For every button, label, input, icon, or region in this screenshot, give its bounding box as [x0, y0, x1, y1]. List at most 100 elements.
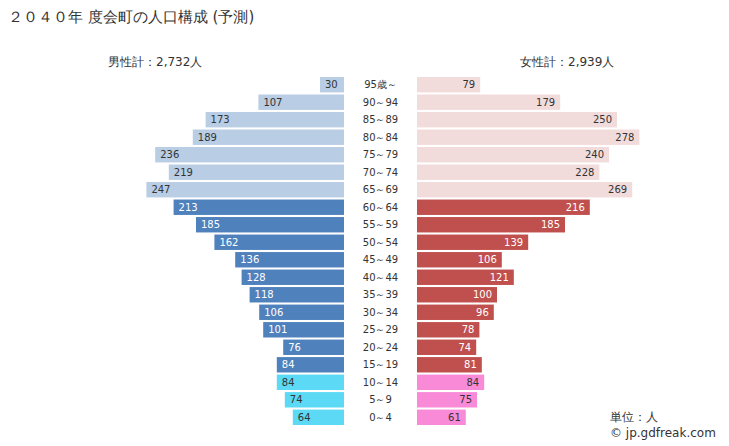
tick-label: 25～29 [363, 324, 398, 335]
data-label: 74 [458, 342, 471, 353]
data-label: 78 [462, 324, 475, 335]
data-label: 75 [459, 394, 472, 405]
bar [417, 305, 494, 320]
bar [146, 182, 344, 197]
bar [293, 410, 344, 425]
bar [417, 375, 484, 390]
bar [417, 130, 639, 145]
tick-label: 85～89 [363, 114, 398, 125]
data-label: 136 [240, 254, 259, 265]
tick-label: 90～94 [363, 97, 398, 108]
bar [285, 392, 344, 407]
tick-label: 60～64 [363, 202, 398, 213]
data-label: 173 [211, 114, 230, 125]
bar [417, 357, 482, 372]
bar [242, 270, 344, 285]
bar [417, 165, 599, 180]
bar [250, 287, 344, 302]
tick-label: 55～59 [363, 219, 398, 230]
bar [320, 77, 344, 92]
bar [263, 322, 344, 337]
data-label: 84 [282, 359, 295, 370]
bar [417, 95, 560, 110]
bar [214, 235, 344, 250]
data-label: 228 [575, 167, 594, 178]
data-label: 213 [179, 202, 198, 213]
data-label: 74 [290, 394, 303, 405]
data-label: 162 [219, 237, 238, 248]
bar [417, 392, 477, 407]
data-label: 76 [288, 342, 301, 353]
tick-label: 65～69 [363, 184, 398, 195]
data-label: 118 [255, 289, 274, 300]
bars [146, 77, 639, 425]
tick-label: 95歳～ [364, 79, 397, 90]
bar [155, 147, 344, 162]
title: ２０４０年 度会町の人口構成 (予測) [8, 8, 254, 26]
bar [417, 270, 514, 285]
bar [196, 217, 344, 232]
data-label: 139 [504, 237, 523, 248]
bar [417, 235, 528, 250]
data-label: 30 [325, 79, 338, 90]
data-label: 64 [298, 412, 311, 423]
data-label: 84 [282, 377, 295, 388]
data-label: 107 [263, 97, 282, 108]
data-label: 179 [536, 97, 555, 108]
data-label: 121 [490, 272, 509, 283]
tick-label: 35～39 [363, 289, 398, 300]
bar [277, 357, 344, 372]
data-label: 185 [541, 219, 560, 230]
tick-label: 15～19 [363, 359, 398, 370]
data-label: 100 [473, 289, 492, 300]
data-label: 216 [566, 202, 585, 213]
tick-label: 5～9 [369, 394, 392, 405]
tick-label: 30～34 [363, 307, 398, 318]
tick-label: 40～44 [363, 272, 398, 283]
data-label: 185 [201, 219, 220, 230]
data-label: 61 [448, 412, 461, 423]
data-labels: 3010717318923621924721318516213612811810… [151, 79, 634, 423]
tick-label: 20～24 [363, 342, 398, 353]
bar [417, 252, 502, 267]
bar [417, 112, 617, 127]
bar [417, 410, 466, 425]
data-label: 250 [593, 114, 612, 125]
bar [259, 305, 344, 320]
data-label: 128 [247, 272, 266, 283]
data-label: 106 [478, 254, 497, 265]
bar [193, 130, 344, 145]
bar [417, 287, 497, 302]
bar [417, 147, 609, 162]
bar [169, 165, 344, 180]
data-label: 84 [466, 377, 479, 388]
data-label: 189 [198, 132, 217, 143]
bar [417, 340, 476, 355]
tick-label: 45～49 [363, 254, 398, 265]
bar [417, 217, 565, 232]
bar [258, 95, 344, 110]
tick-label: 10～14 [363, 377, 398, 388]
data-label: 219 [174, 167, 193, 178]
bar [235, 252, 344, 267]
data-label: 79 [462, 79, 475, 90]
annotation: 女性計：2,939人 [520, 55, 614, 69]
data-label: 269 [608, 184, 627, 195]
tick-label: 70～74 [363, 167, 398, 178]
data-label: 81 [464, 359, 477, 370]
tick-label: 0～4 [369, 412, 392, 423]
annotation: 男性計：2,732人 [108, 55, 202, 69]
data-label: 96 [476, 307, 489, 318]
tick-label: 75～79 [363, 149, 398, 160]
data-label: 101 [268, 324, 287, 335]
data-label: 247 [151, 184, 170, 195]
bar [417, 182, 632, 197]
category-labels: 95歳～ 90～94 85～89 80～84 75～79 70～74 65～69 60～64 5… [363, 79, 398, 423]
bar [277, 375, 344, 390]
data-label: 106 [264, 307, 283, 318]
bar [283, 340, 344, 355]
annotation: © jp.gdfreak.com [610, 426, 716, 440]
tick-label: 80～84 [363, 132, 398, 143]
bar [417, 77, 480, 92]
data-label: 240 [585, 149, 604, 160]
